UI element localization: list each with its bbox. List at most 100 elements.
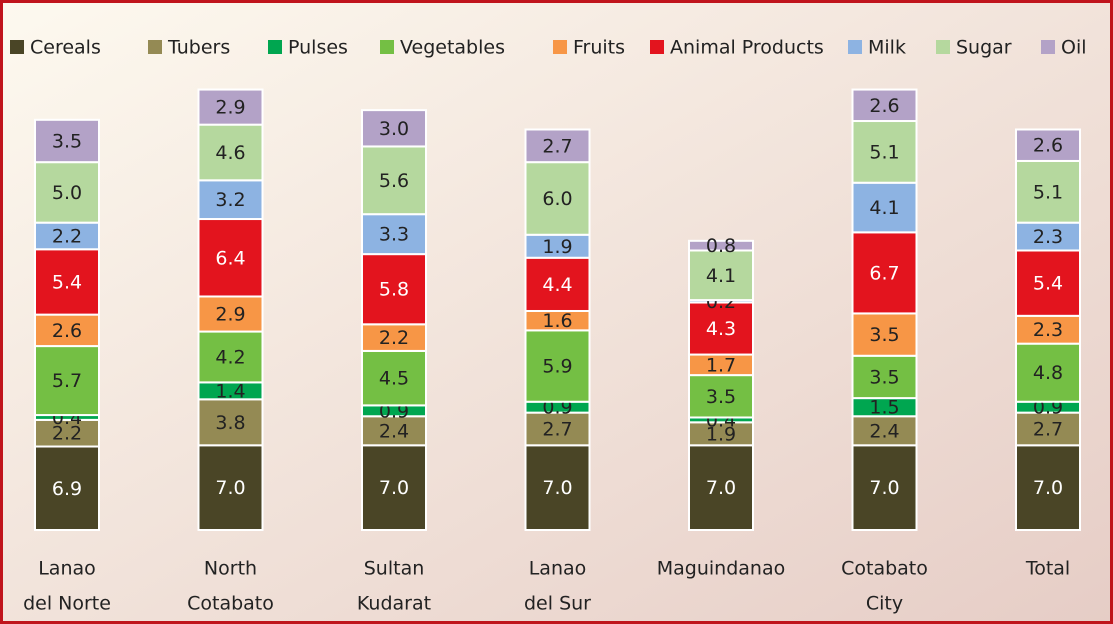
x-tick-label: Cotabato (187, 593, 274, 615)
bar-segment (1015, 221, 1081, 252)
bar-segment (197, 88, 264, 126)
bar-segment (361, 444, 427, 531)
bar-segment (1015, 314, 1081, 345)
bar-segment (1015, 128, 1081, 162)
bar-segment (851, 120, 918, 184)
value-label: 3.5 (52, 130, 82, 152)
value-label: 6.4 (215, 247, 245, 269)
value-label: 2.2 (52, 423, 82, 445)
legend-label: Vegetables (400, 37, 505, 59)
value-label: 7.0 (379, 477, 409, 499)
value-label: 5.6 (379, 170, 409, 192)
legend-label: Tubers (167, 37, 230, 59)
x-tick-label: Maguindanao (657, 558, 785, 580)
bar-segment (688, 239, 754, 252)
x-tick-label: Total (1025, 558, 1070, 580)
value-label: 3.3 (379, 224, 409, 246)
bar-segment (524, 256, 591, 312)
value-label: 2.2 (379, 327, 409, 349)
bar-segment (524, 128, 591, 164)
value-label: 4.2 (215, 346, 245, 368)
value-label: 5.9 (542, 356, 572, 378)
value-label: 2.6 (52, 320, 82, 342)
legend-label: Oil (1061, 37, 1087, 59)
bar-segment (851, 354, 918, 400)
legend-label: Sugar (956, 37, 1012, 59)
value-label: 2.7 (1033, 418, 1063, 440)
x-tick-label: Kudarat (357, 593, 431, 615)
bar-segment (34, 445, 100, 532)
value-label: 4.1 (706, 265, 736, 287)
value-label: 5.0 (52, 182, 82, 204)
legend-swatch (936, 40, 950, 54)
legend-swatch (1041, 40, 1055, 54)
bar-segment (361, 323, 427, 352)
bar-segment (688, 444, 754, 531)
value-label: 7.0 (215, 477, 245, 499)
value-label: 1.5 (869, 397, 899, 419)
bar-segment (34, 118, 100, 164)
bar-segment (197, 444, 264, 531)
value-label: 6.7 (869, 262, 899, 284)
value-label: 1.6 (542, 310, 572, 332)
x-tick-label: Sultan (364, 558, 425, 580)
legend-swatch (553, 40, 567, 54)
bar-segment (524, 329, 591, 403)
value-label: 1.9 (542, 236, 572, 258)
value-label: 7.0 (706, 477, 736, 499)
value-label: 3.0 (379, 118, 409, 140)
value-label: 5.8 (379, 279, 409, 301)
bar-segment (361, 145, 427, 216)
value-label: 4.8 (1033, 362, 1063, 384)
bar-segment (197, 330, 264, 384)
value-label: 5.1 (1033, 181, 1063, 203)
bar-segment (1015, 159, 1081, 224)
value-label: 1.7 (706, 354, 736, 376)
bar-segment (34, 161, 100, 224)
value-label: 2.9 (215, 97, 245, 119)
value-label: 2.7 (542, 418, 572, 440)
legend-label: Milk (868, 37, 906, 59)
value-label: 7.0 (869, 477, 899, 499)
bar-segment (851, 415, 918, 447)
value-label: 7.0 (542, 477, 572, 499)
bar-segment (524, 411, 591, 447)
value-label: 5.4 (52, 271, 82, 293)
legend-swatch (650, 40, 664, 54)
value-label: 2.6 (1033, 135, 1063, 157)
value-label: 2.4 (869, 420, 899, 442)
bar-segment (688, 249, 754, 302)
value-label: 5.7 (52, 370, 82, 392)
value-label: 1.4 (215, 380, 245, 402)
value-label: 3.5 (869, 324, 899, 346)
bar-segment (688, 301, 754, 356)
bar-segment (361, 253, 427, 326)
value-label: 0.8 (706, 235, 736, 257)
value-label: 7.0 (1033, 477, 1063, 499)
x-tick-label: Cotabato (841, 558, 928, 580)
bar-segment (524, 161, 591, 236)
value-label: 2.3 (1033, 226, 1063, 248)
value-label: 1.9 (706, 423, 736, 445)
x-tick-label: Lanao (529, 558, 587, 580)
legend-label: Cereals (30, 37, 101, 59)
legend-label: Fruits (573, 37, 625, 59)
legend-swatch (380, 40, 394, 54)
value-label: 2.4 (379, 420, 409, 442)
legend-swatch (148, 40, 162, 54)
value-label: 4.3 (706, 318, 736, 340)
value-label: 3.5 (706, 386, 736, 408)
bar-segment (688, 374, 754, 419)
bar-segment (851, 231, 918, 315)
value-label: 4.6 (215, 142, 245, 164)
value-label: 6.9 (52, 478, 82, 500)
value-label: 3.5 (869, 366, 899, 388)
bar-segment (851, 444, 918, 531)
bar-segment (851, 312, 918, 357)
legend-label: Animal Products (670, 37, 824, 59)
legend-swatch (268, 40, 282, 54)
value-label: 4.5 (379, 368, 409, 390)
bar-segment (361, 349, 427, 407)
bar-segment (361, 213, 427, 256)
